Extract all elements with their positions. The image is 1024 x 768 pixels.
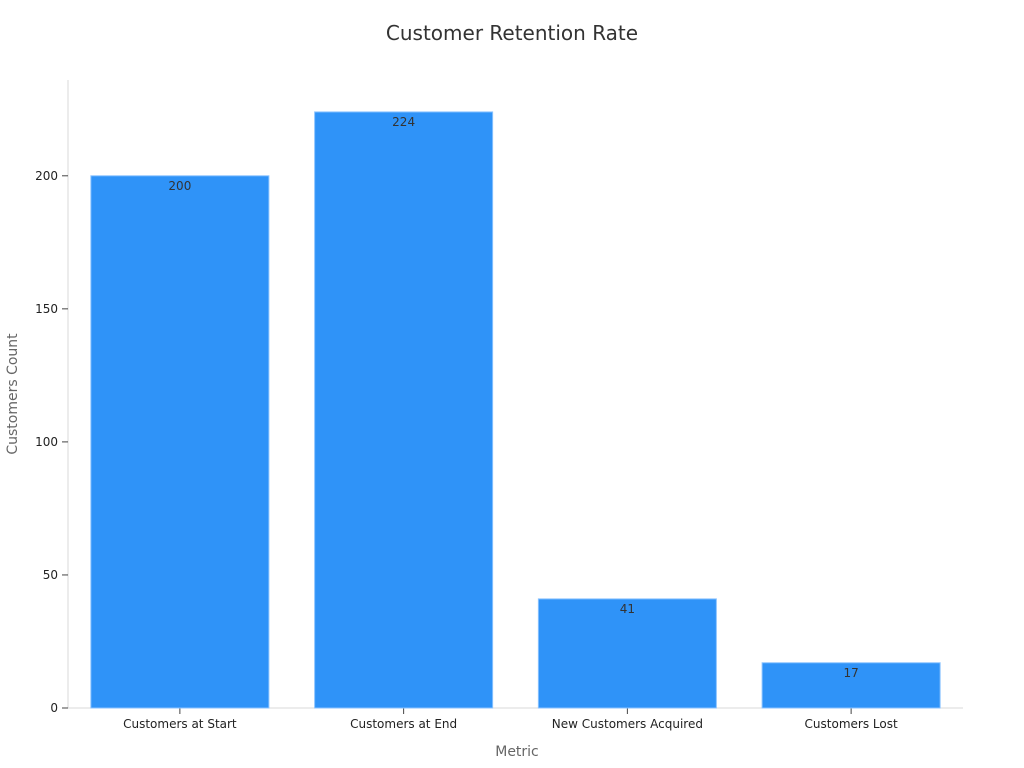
y-tick-label: 50 (43, 568, 58, 582)
bar (761, 662, 941, 709)
x-tick-label: Customers at Start (123, 717, 237, 731)
y-tick-label: 100 (35, 435, 58, 449)
x-tick-label: Customers at End (350, 717, 457, 731)
data-label: 200 (168, 179, 191, 193)
bar (537, 598, 717, 709)
x-tick-label: Customers Lost (805, 717, 898, 731)
x-tick-label: New Customers Acquired (552, 717, 703, 731)
y-axis-title: Customers Count (5, 333, 21, 455)
data-label: 17 (843, 666, 858, 680)
y-tick-label: 0 (50, 701, 58, 715)
bar (314, 111, 494, 709)
y-tick-label: 200 (35, 169, 58, 183)
bar (90, 175, 270, 709)
data-label: 41 (620, 602, 635, 616)
data-label: 224 (392, 115, 415, 129)
data-labels-group: 200 224 41 17 (168, 115, 858, 680)
chart-title: Customer Retention Rate (386, 21, 638, 45)
y-axis: 0 50 100 150 200 (35, 80, 69, 715)
y-tick-label: 150 (35, 302, 58, 316)
x-axis: Customers at Start Customers at End New Cu… (68, 707, 963, 731)
x-axis-title: Metric (495, 744, 539, 760)
bars-group (90, 111, 941, 709)
